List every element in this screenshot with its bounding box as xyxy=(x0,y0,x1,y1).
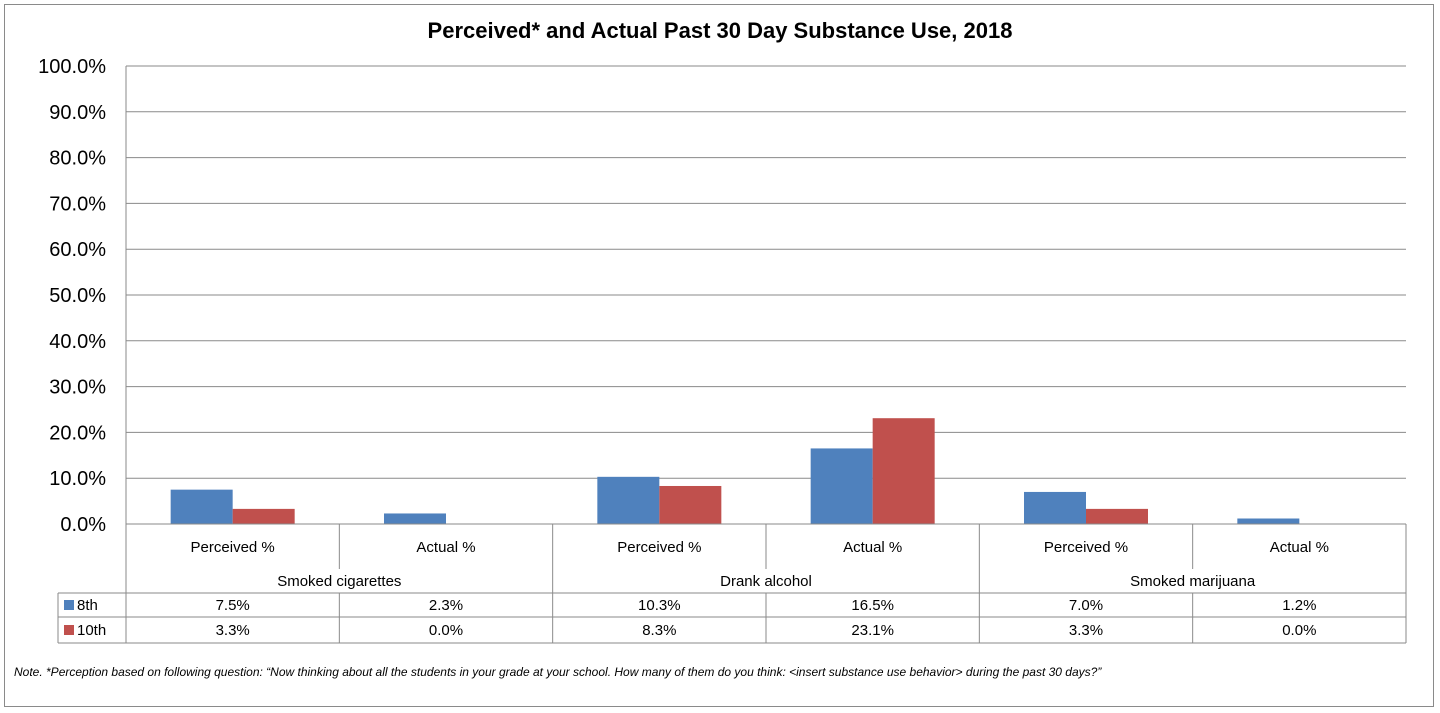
category-label: Perceived % xyxy=(1044,539,1128,556)
y-tick-label: 50.0% xyxy=(49,285,106,307)
bar-10th-4 xyxy=(1086,508,1148,524)
y-tick-label: 100.0% xyxy=(38,56,106,78)
bar-10th-2 xyxy=(659,485,722,524)
data-label: 23.1% xyxy=(851,622,894,639)
legend-label: 8th xyxy=(77,597,98,614)
bar-8th-4 xyxy=(1024,491,1086,524)
y-tick-label: 30.0% xyxy=(49,377,106,399)
bar-10th-3 xyxy=(872,418,935,524)
legend-swatch-10th xyxy=(64,625,74,635)
data-label: 16.5% xyxy=(851,597,894,614)
y-tick-label: 40.0% xyxy=(49,331,106,353)
data-label: 3.3% xyxy=(216,622,250,639)
legend-swatch-8th xyxy=(64,600,74,610)
chart-frame xyxy=(4,4,1434,707)
chart-title: Perceived* and Actual Past 30 Day Substa… xyxy=(427,18,1013,43)
bar-8th-5 xyxy=(1237,518,1300,524)
data-label: 8.3% xyxy=(642,622,676,639)
data-label: 0.0% xyxy=(429,622,463,639)
group-label: Drank alcohol xyxy=(720,573,812,590)
group-label: Smoked cigarettes xyxy=(277,573,401,590)
data-label: 0.0% xyxy=(1282,622,1316,639)
category-label: Actual % xyxy=(1270,539,1329,556)
category-label: Perceived % xyxy=(191,539,275,556)
data-label: 10.3% xyxy=(638,597,681,614)
bar-8th-0 xyxy=(170,489,233,524)
data-label: 2.3% xyxy=(429,597,463,614)
legend-label: 10th xyxy=(77,622,106,639)
bar-8th-2 xyxy=(597,476,660,524)
y-tick-label: 10.0% xyxy=(49,468,106,490)
y-tick-label: 60.0% xyxy=(49,239,106,261)
category-label: Perceived % xyxy=(617,539,701,556)
data-label: 3.3% xyxy=(1069,622,1103,639)
y-tick-label: 90.0% xyxy=(49,102,106,124)
y-tick-label: 80.0% xyxy=(49,148,106,170)
y-tick-label: 0.0% xyxy=(60,514,106,536)
chart-note: Note. *Perception based on following que… xyxy=(14,665,1102,679)
bar-8th-3 xyxy=(810,448,873,524)
group-label: Smoked marijuana xyxy=(1130,573,1256,590)
category-label: Actual % xyxy=(416,539,475,556)
data-label: 7.5% xyxy=(216,597,250,614)
bar-8th-1 xyxy=(384,513,446,524)
category-label: Actual % xyxy=(843,539,902,556)
y-tick-label: 20.0% xyxy=(49,422,106,444)
bar-10th-0 xyxy=(232,508,295,524)
y-tick-label: 70.0% xyxy=(49,193,106,215)
data-label: 7.0% xyxy=(1069,597,1103,614)
data-label: 1.2% xyxy=(1282,597,1316,614)
